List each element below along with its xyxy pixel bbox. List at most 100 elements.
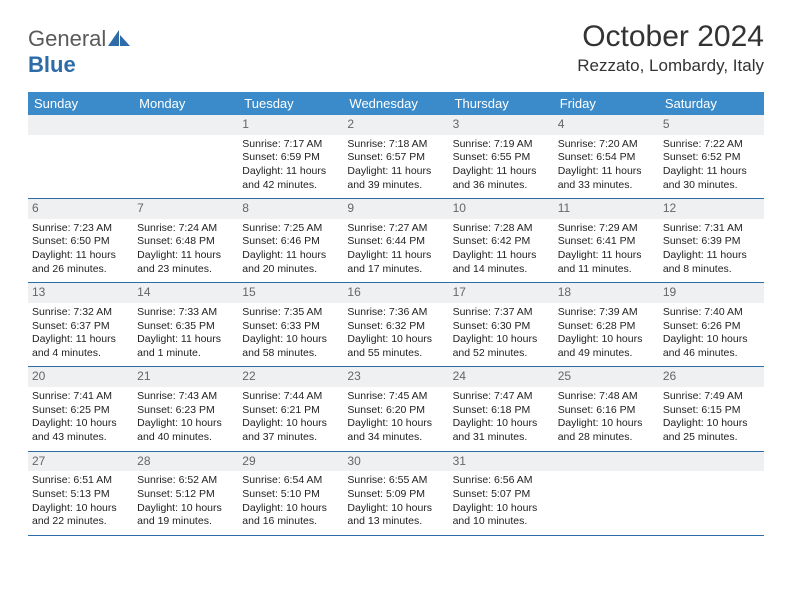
sunrise: Sunrise: 7:39 AM — [558, 306, 655, 320]
day-number: 15 — [238, 283, 343, 303]
sunrise: Sunrise: 7:37 AM — [453, 306, 550, 320]
day-cell: 11Sunrise: 7:29 AMSunset: 6:41 PMDayligh… — [554, 199, 659, 282]
sunrise: Sunrise: 7:22 AM — [663, 138, 760, 152]
day-cell — [133, 115, 238, 198]
day-number: 29 — [238, 452, 343, 472]
sunset: Sunset: 6:18 PM — [453, 404, 550, 418]
day-cell: 3Sunrise: 7:19 AMSunset: 6:55 PMDaylight… — [449, 115, 554, 198]
day-cell: 23 Sunrise: 7:45 AMSunset: 6:20 PMDayligh… — [343, 367, 448, 450]
sunset: Sunset: 5:12 PM — [137, 488, 234, 502]
sunrise: Sunrise: 6:52 AM — [137, 474, 234, 488]
day-number: 19 — [659, 283, 764, 303]
daylight: Daylight: 11 hours and 14 minutes. — [453, 249, 550, 276]
day-number: 24 — [449, 367, 554, 387]
day-number: 26 — [659, 367, 764, 387]
daylight: Daylight: 11 hours and 1 minute. — [137, 333, 234, 360]
sunrise: Sunrise: 7:35 AM — [242, 306, 339, 320]
sunset: Sunset: 6:20 PM — [347, 404, 444, 418]
sunrise: Sunrise: 7:20 AM — [558, 138, 655, 152]
sunset: Sunset: 5:13 PM — [32, 488, 129, 502]
day-number: 13 — [28, 283, 133, 303]
sunset: Sunset: 5:09 PM — [347, 488, 444, 502]
sunrise: Sunrise: 7:40 AM — [663, 306, 760, 320]
daylight: Daylight: 11 hours and 42 minutes. — [242, 165, 339, 192]
dayname: Tuesday — [238, 92, 343, 115]
sunset: Sunset: 6:37 PM — [32, 320, 129, 334]
day-number: 20 — [28, 367, 133, 387]
daylight: Daylight: 11 hours and 33 minutes. — [558, 165, 655, 192]
day-number: 21 — [133, 367, 238, 387]
day-cell: 30Sunrise: 6:55 AMSunset: 5:09 PMDayligh… — [343, 452, 448, 535]
sunset: Sunset: 6:54 PM — [558, 151, 655, 165]
dayname: Sunday — [28, 92, 133, 115]
sunset: Sunset: 6:32 PM — [347, 320, 444, 334]
dayname: Friday — [554, 92, 659, 115]
day-cell — [554, 452, 659, 535]
weeks: 1Sunrise: 7:17 AMSunset: 6:59 PMDaylight… — [28, 115, 764, 536]
day-number: 28 — [133, 452, 238, 472]
day-number — [28, 115, 133, 135]
day-number — [133, 115, 238, 135]
sunrise: Sunrise: 7:17 AM — [242, 138, 339, 152]
day-cell: 8Sunrise: 7:25 AMSunset: 6:46 PMDaylight… — [238, 199, 343, 282]
daylight: Daylight: 10 hours and 31 minutes. — [453, 417, 550, 444]
day-cell: 19 Sunrise: 7:40 AMSunset: 6:26 PMDayligh… — [659, 283, 764, 366]
daylight: Daylight: 11 hours and 11 minutes. — [558, 249, 655, 276]
sunrise: Sunrise: 7:32 AM — [32, 306, 129, 320]
daylight: Daylight: 10 hours and 43 minutes. — [32, 417, 129, 444]
daylight: Daylight: 10 hours and 46 minutes. — [663, 333, 760, 360]
sunrise: Sunrise: 7:23 AM — [32, 222, 129, 236]
sunset: Sunset: 6:26 PM — [663, 320, 760, 334]
day-cell: 2Sunrise: 7:18 AMSunset: 6:57 PMDaylight… — [343, 115, 448, 198]
day-number: 10 — [449, 199, 554, 219]
daylight: Daylight: 10 hours and 28 minutes. — [558, 417, 655, 444]
day-number: 9 — [343, 199, 448, 219]
daylight: Daylight: 10 hours and 25 minutes. — [663, 417, 760, 444]
sunrise: Sunrise: 7:47 AM — [453, 390, 550, 404]
day-cell: 6Sunrise: 7:23 AMSunset: 6:50 PMDaylight… — [28, 199, 133, 282]
daylight: Daylight: 11 hours and 4 minutes. — [32, 333, 129, 360]
week-row: 27Sunrise: 6:51 AMSunset: 5:13 PMDayligh… — [28, 452, 764, 536]
daylight: Daylight: 11 hours and 26 minutes. — [32, 249, 129, 276]
daylight: Daylight: 11 hours and 23 minutes. — [137, 249, 234, 276]
daylight: Daylight: 10 hours and 13 minutes. — [347, 502, 444, 529]
daylight: Daylight: 10 hours and 58 minutes. — [242, 333, 339, 360]
daylight: Daylight: 10 hours and 34 minutes. — [347, 417, 444, 444]
sunset: Sunset: 6:48 PM — [137, 235, 234, 249]
daylight: Daylight: 10 hours and 16 minutes. — [242, 502, 339, 529]
day-cell — [659, 452, 764, 535]
day-cell: 25Sunrise: 7:48 AMSunset: 6:16 PMDayligh… — [554, 367, 659, 450]
sunrise: Sunrise: 6:56 AM — [453, 474, 550, 488]
day-number — [659, 452, 764, 472]
day-cell: 4Sunrise: 7:20 AMSunset: 6:54 PMDaylight… — [554, 115, 659, 198]
daylight: Daylight: 10 hours and 52 minutes. — [453, 333, 550, 360]
header: GeneralBlue October 2024 Rezzato, Lombar… — [28, 20, 764, 78]
day-cell: 22Sunrise: 7:44 AMSunset: 6:21 PMDayligh… — [238, 367, 343, 450]
day-number: 2 — [343, 115, 448, 135]
day-number: 3 — [449, 115, 554, 135]
page-title: October 2024 — [577, 20, 764, 54]
calendar-page: GeneralBlue October 2024 Rezzato, Lombar… — [0, 0, 792, 556]
day-cell: 10Sunrise: 7:28 AMSunset: 6:42 PMDayligh… — [449, 199, 554, 282]
sunrise: Sunrise: 7:45 AM — [347, 390, 444, 404]
day-cell: 29Sunrise: 6:54 AMSunset: 5:10 PMDayligh… — [238, 452, 343, 535]
sunset: Sunset: 6:46 PM — [242, 235, 339, 249]
day-number: 30 — [343, 452, 448, 472]
sunrise: Sunrise: 6:51 AM — [32, 474, 129, 488]
sunset: Sunset: 6:59 PM — [242, 151, 339, 165]
sunset: Sunset: 6:35 PM — [137, 320, 234, 334]
sunset: Sunset: 6:39 PM — [663, 235, 760, 249]
day-number: 25 — [554, 367, 659, 387]
sunrise: Sunrise: 7:49 AM — [663, 390, 760, 404]
day-number: 31 — [449, 452, 554, 472]
week-row: 13Sunrise: 7:32 AMSunset: 6:37 PMDayligh… — [28, 283, 764, 367]
day-cell: 13 Sunrise: 7:32 AMSunset: 6:37 PMDayligh… — [28, 283, 133, 366]
daylight: Daylight: 11 hours and 36 minutes. — [453, 165, 550, 192]
daylight: Daylight: 11 hours and 20 minutes. — [242, 249, 339, 276]
sunset: Sunset: 6:50 PM — [32, 235, 129, 249]
logo: GeneralBlue — [28, 20, 130, 78]
day-number: 14 — [133, 283, 238, 303]
day-number: 23 — [343, 367, 448, 387]
sunrise: Sunrise: 7:18 AM — [347, 138, 444, 152]
day-number — [554, 452, 659, 472]
